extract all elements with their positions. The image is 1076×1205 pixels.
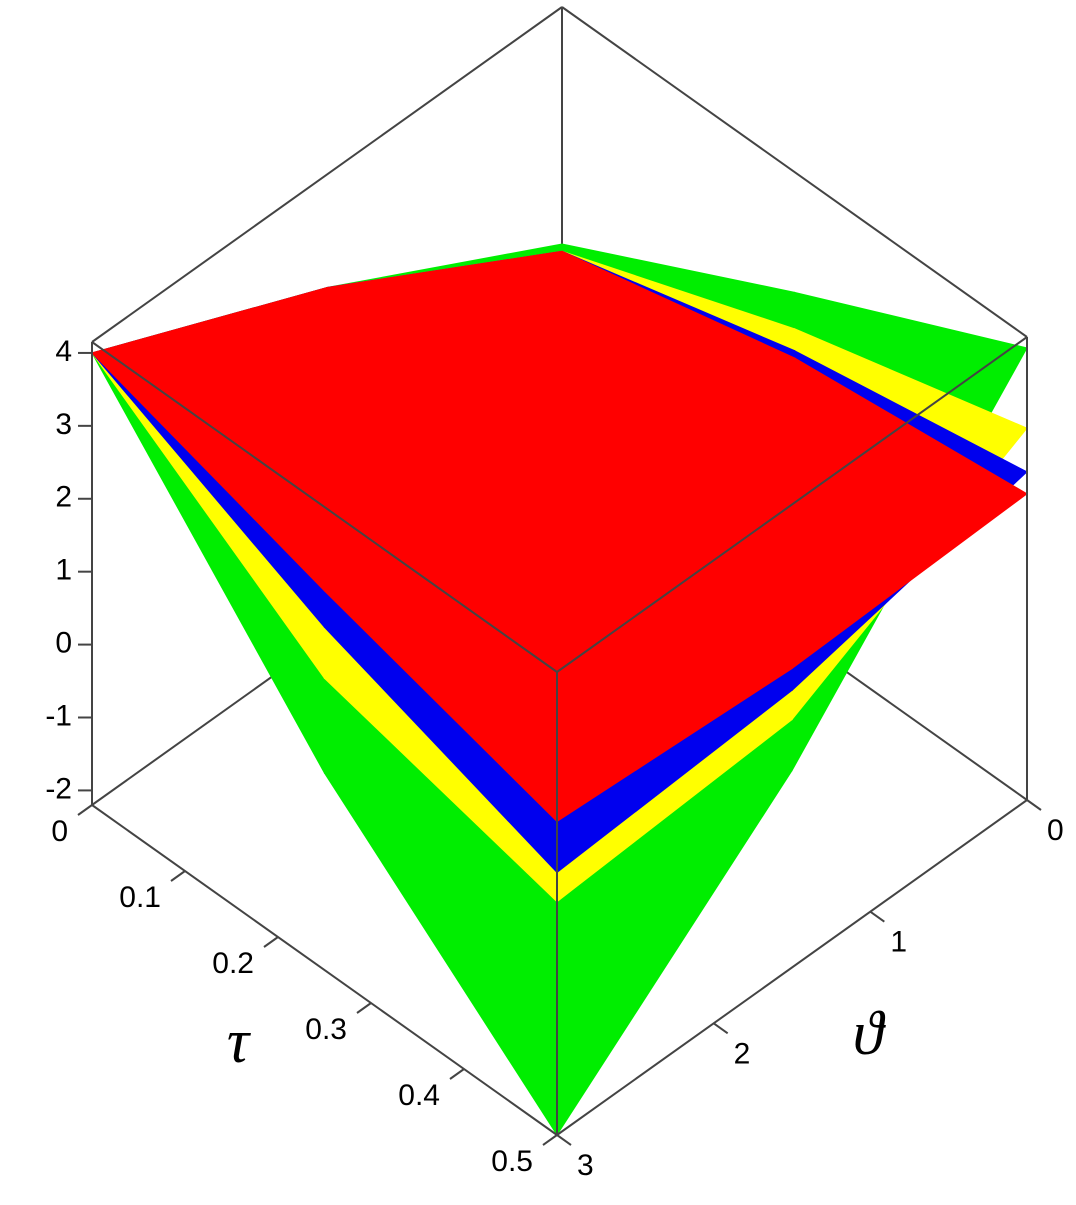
y-tick-label: 2 <box>734 1037 751 1070</box>
y-tick-label: 1 <box>890 926 907 959</box>
box-edge <box>91 341 558 673</box>
box-edge <box>561 6 1028 338</box>
y-tick <box>556 1134 572 1146</box>
z-tick-label: 2 <box>55 481 72 514</box>
z-tick-label: 4 <box>55 335 72 368</box>
x-tick-label: 0.4 <box>398 1079 440 1112</box>
x-tick-label: 0 <box>51 815 68 848</box>
z-tick-label: 0 <box>55 627 72 660</box>
y-tick <box>1026 799 1042 811</box>
x-tick <box>263 936 279 948</box>
box-edge <box>556 799 1028 1136</box>
y-tick <box>713 1022 729 1035</box>
y-tick-label: 3 <box>577 1149 594 1182</box>
box-edge <box>91 6 563 343</box>
x-tick-label: 0.2 <box>212 947 254 980</box>
x-axis-label: τ <box>227 1008 252 1076</box>
z-tick-label: 1 <box>55 554 72 587</box>
z-tick-label: -2 <box>45 772 72 805</box>
y-tick-label: 0 <box>1047 814 1064 847</box>
y-axis-label: ϑ <box>853 1000 887 1068</box>
x-tick-label: 0.1 <box>119 881 161 914</box>
x-tick <box>170 870 186 882</box>
box-edge <box>91 804 558 1136</box>
box-edge <box>556 336 1028 673</box>
x-tick-label: 0.3 <box>305 1013 347 1046</box>
z-tick-label: -1 <box>45 699 72 732</box>
x-tick-label: 0.5 <box>491 1145 533 1178</box>
x-tick <box>356 1002 372 1014</box>
x-tick <box>542 1134 558 1146</box>
x-tick <box>449 1068 465 1080</box>
y-tick <box>869 910 885 923</box>
z-tick-label: 3 <box>55 408 72 441</box>
x-tick <box>77 804 93 816</box>
